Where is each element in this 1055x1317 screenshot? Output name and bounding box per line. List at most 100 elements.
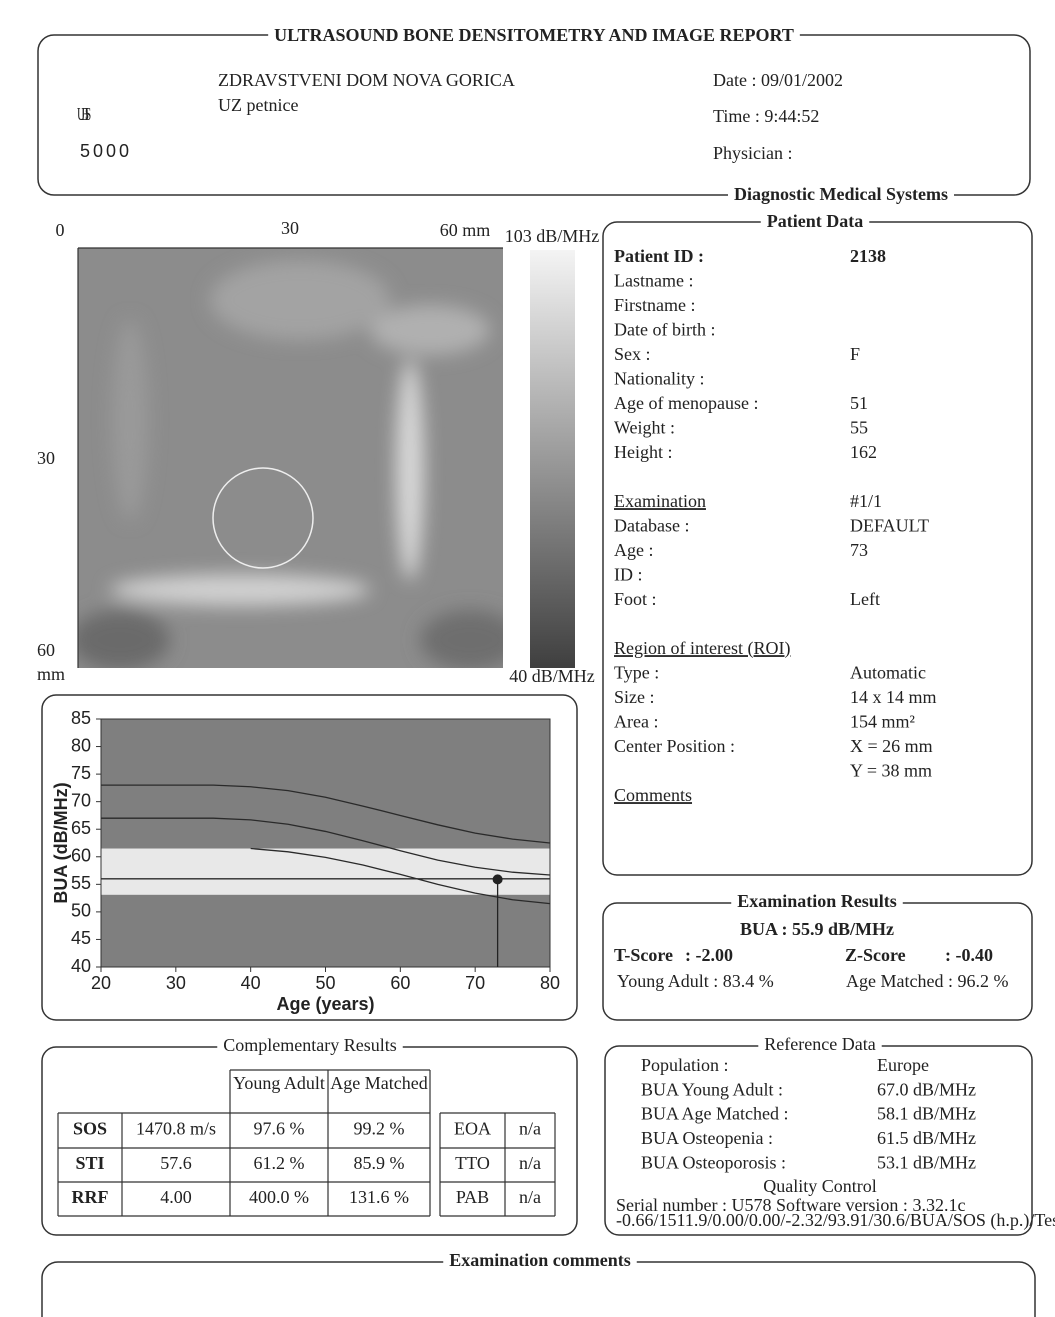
table-cell: SOS — [73, 1119, 107, 1139]
reference-label: BUA Age Matched : — [641, 1104, 788, 1124]
table-cell: 61.2 % — [254, 1153, 305, 1173]
t-score-label: T-Score — [614, 945, 673, 965]
table-cell: 4.00 — [160, 1187, 192, 1207]
patient-point — [492, 874, 503, 885]
patient-value: 2138 — [850, 246, 886, 266]
quality-title: Quality Control — [763, 1176, 877, 1196]
department: UZ petnice — [218, 95, 298, 115]
image-top-label: 0 — [56, 220, 65, 240]
patient-label: Lastname : — [614, 271, 693, 291]
patient-label: Nationality : — [614, 369, 704, 389]
extra-cell: TTO — [455, 1153, 490, 1173]
quality-title-gap — [757, 1176, 883, 1197]
comments-box — [41, 1261, 1036, 1317]
patient-label: Weight : — [614, 418, 675, 438]
section-heading: Region of interest (ROI) — [614, 638, 790, 659]
patient-label: Age of menopause : — [614, 393, 758, 413]
report-title-gap — [268, 25, 800, 46]
y-axis-label: BUA (dB/MHz) — [51, 782, 71, 903]
patient-value: 55 — [850, 418, 868, 438]
x-axis-label: Age (years) — [276, 994, 374, 1014]
z-score: : -0.40 — [945, 945, 993, 965]
patient-value: 162 — [850, 442, 877, 462]
section-value: #1/1 — [850, 491, 882, 511]
ultrasound-image — [78, 248, 503, 668]
patient-value: Left — [850, 589, 880, 609]
t-score: : -2.00 — [685, 945, 733, 965]
x-tick-label: 60 — [390, 973, 410, 993]
patient-value: 73 — [850, 540, 868, 560]
complementary-title: Complementary Results — [223, 1035, 396, 1055]
comments-title: Examination comments — [449, 1250, 631, 1270]
y-tick-label: 55 — [71, 873, 91, 893]
table-cell: 400.0 % — [249, 1187, 309, 1207]
table-cell: 131.6 % — [349, 1187, 409, 1207]
image-top-label: 60 mm — [440, 220, 491, 240]
patient-value: Automatic — [850, 663, 926, 683]
table-cell: 1470.8 m/s — [136, 1119, 216, 1139]
table-cell: RRF — [72, 1187, 109, 1207]
reference-value: 58.1 dB/MHz — [877, 1104, 976, 1124]
z-score-label: Z-Score — [845, 945, 906, 965]
color-scale — [530, 250, 575, 668]
patient-label: Area : — [614, 712, 658, 732]
patient-title: Patient Data — [767, 211, 863, 231]
patient-label: Database : — [614, 516, 689, 536]
comments-title-gap — [443, 1250, 637, 1271]
reference-value: 67.0 dB/MHz — [877, 1079, 976, 1099]
qc-line: -0.66/1511.9/0.00/0.00/-2.32/93.91/30.6/… — [616, 1210, 1055, 1231]
extra-cell: n/a — [519, 1153, 541, 1173]
patient-label: Date of birth : — [614, 320, 715, 340]
patient-value: DEFAULT — [850, 516, 929, 536]
table-cell: 57.6 — [160, 1153, 192, 1173]
time: Time : 9:44:52 — [713, 106, 819, 126]
extra-cell: EOA — [454, 1119, 491, 1139]
plot-background — [101, 719, 550, 967]
table-cell: 97.6 % — [254, 1119, 305, 1139]
reference-label: BUA Osteopenia : — [641, 1128, 773, 1148]
company-gap — [728, 184, 954, 205]
y-tick-label: 80 — [71, 735, 91, 755]
patient-value: X = 26 mm — [850, 736, 933, 756]
patient-label: Center Position : — [614, 736, 735, 756]
curve — [101, 817, 551, 876]
x-tick-label: 30 — [166, 973, 186, 993]
scale-min: 40 dB/MHz — [509, 666, 595, 686]
image-left-label: mm — [37, 664, 65, 684]
patient-label: ID : — [614, 565, 643, 585]
results-title-gap — [731, 891, 903, 912]
image-left-label: 30 — [37, 448, 55, 468]
y-tick-label: 60 — [71, 846, 91, 866]
table-cell: STI — [75, 1153, 104, 1173]
patient-label: Age : — [614, 540, 654, 560]
column-header: Young Adult — [233, 1073, 325, 1093]
reference-value: 61.5 dB/MHz — [877, 1128, 976, 1148]
patient-value: 51 — [850, 393, 868, 413]
reference-label: BUA Young Adult : — [641, 1079, 783, 1099]
date: Date : 09/01/2002 — [713, 70, 843, 90]
extra-cell: n/a — [519, 1187, 541, 1207]
image-left-label: 60 — [37, 640, 55, 660]
image-top-label: 30 — [281, 218, 299, 238]
x-tick-label: 80 — [540, 973, 560, 993]
patient-value: Y = 38 mm — [850, 761, 932, 781]
section-heading: Comments — [614, 785, 692, 805]
age-matched: Age Matched : 96.2 % — [846, 971, 1008, 991]
scale-max: 103 dB/MHz — [505, 226, 600, 246]
column-header: Age Matched — [330, 1073, 427, 1093]
reference-value: Europe — [877, 1055, 929, 1075]
results-title: Examination Results — [737, 891, 897, 911]
curve — [101, 784, 551, 844]
patient-value: 14 x 14 mm — [850, 687, 937, 707]
patient-label: Size : — [614, 687, 655, 707]
table-cell: 99.2 % — [354, 1119, 405, 1139]
y-tick-label: 70 — [71, 790, 91, 810]
y-tick-label: 85 — [71, 708, 91, 728]
reference-title: Reference Data — [764, 1034, 875, 1054]
patient-label: Foot : — [614, 589, 657, 609]
x-tick-label: 70 — [465, 973, 485, 993]
patient-label: Firstname : — [614, 295, 696, 315]
patient-value: F — [850, 344, 860, 364]
chart-box — [41, 694, 578, 1021]
